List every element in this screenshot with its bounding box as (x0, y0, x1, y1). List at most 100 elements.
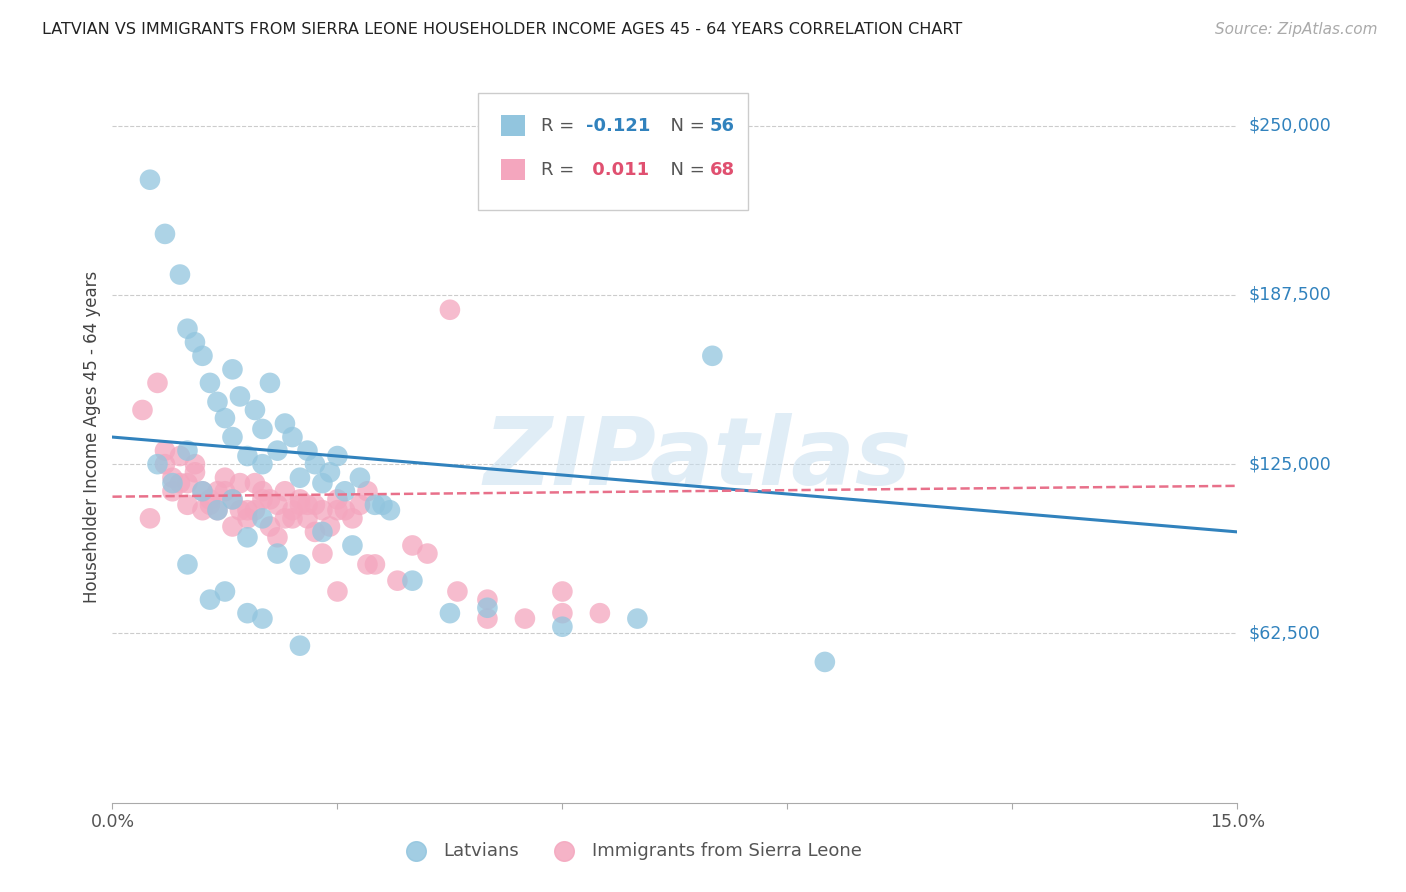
Point (387, 574, 409, 588)
Point (162, 476, 184, 491)
Point (236, 606, 259, 620)
Point (274, 484, 297, 499)
Point (266, 443, 288, 458)
Point (198, 492, 221, 507)
Point (229, 476, 252, 491)
Point (198, 498, 221, 512)
Point (326, 503, 349, 517)
Point (349, 498, 371, 512)
Text: $250,000: $250,000 (1249, 117, 1331, 135)
Point (304, 457, 326, 471)
Point (342, 538, 364, 552)
Point (243, 503, 266, 517)
Point (371, 498, 394, 512)
Point (191, 503, 214, 517)
Point (439, 606, 461, 620)
FancyBboxPatch shape (501, 115, 526, 136)
Point (162, 484, 184, 499)
Point (176, 476, 198, 491)
Point (169, 268, 191, 282)
Point (281, 503, 304, 517)
Point (288, 639, 311, 653)
Point (274, 511, 297, 525)
Point (288, 558, 311, 572)
Text: R =: R = (541, 117, 581, 136)
Text: $62,500: $62,500 (1249, 624, 1320, 642)
Point (153, 443, 176, 458)
Point (311, 476, 333, 491)
Point (297, 443, 319, 458)
Point (342, 511, 364, 525)
Point (333, 503, 356, 517)
Point (364, 498, 387, 512)
Point (214, 584, 236, 599)
Point (176, 558, 198, 572)
Point (198, 592, 221, 607)
Point (176, 498, 198, 512)
Point (319, 519, 342, 533)
Point (311, 547, 333, 561)
Point (416, 547, 439, 561)
Point (401, 538, 423, 552)
Point (319, 465, 342, 479)
Point (207, 503, 229, 517)
Point (477, 600, 499, 615)
Point (153, 457, 176, 471)
Point (252, 511, 274, 525)
Point (243, 403, 266, 417)
Text: ZIPatlas: ZIPatlas (484, 413, 911, 505)
Point (207, 503, 229, 517)
Point (236, 503, 259, 517)
Point (191, 484, 214, 499)
Point (207, 395, 229, 409)
Point (259, 519, 281, 533)
Point (551, 606, 574, 620)
Point (198, 376, 221, 390)
FancyBboxPatch shape (501, 159, 526, 179)
Point (162, 471, 184, 485)
Point (169, 449, 191, 463)
Point (146, 376, 169, 390)
Point (252, 422, 274, 436)
Point (326, 449, 349, 463)
Point (477, 592, 499, 607)
Point (252, 611, 274, 625)
Point (229, 389, 252, 403)
Y-axis label: Householder Income Ages 45 - 64 years: Householder Income Ages 45 - 64 years (83, 271, 101, 603)
Point (214, 484, 236, 499)
Point (252, 484, 274, 499)
Point (259, 376, 281, 390)
Point (378, 503, 401, 517)
Point (326, 584, 349, 599)
Point (236, 449, 259, 463)
Point (169, 476, 191, 491)
Point (146, 457, 169, 471)
Point (551, 620, 574, 634)
Point (281, 511, 304, 525)
Point (252, 457, 274, 471)
Point (139, 511, 162, 525)
Point (551, 584, 574, 599)
Point (191, 349, 214, 363)
Point (281, 430, 304, 444)
Point (184, 457, 207, 471)
Point (191, 484, 214, 499)
Point (131, 403, 153, 417)
Point (214, 471, 236, 485)
Point (153, 227, 176, 241)
Point (304, 524, 326, 539)
Text: 0.011: 0.011 (586, 161, 650, 179)
Point (266, 530, 288, 544)
Point (221, 430, 243, 444)
Point (304, 498, 326, 512)
Point (236, 530, 259, 544)
Point (184, 465, 207, 479)
Text: 56: 56 (710, 117, 735, 136)
Text: R =: R = (541, 161, 581, 179)
Point (288, 492, 311, 507)
Point (221, 492, 243, 507)
Point (349, 471, 371, 485)
Point (266, 498, 288, 512)
FancyBboxPatch shape (478, 94, 748, 211)
Point (311, 524, 333, 539)
